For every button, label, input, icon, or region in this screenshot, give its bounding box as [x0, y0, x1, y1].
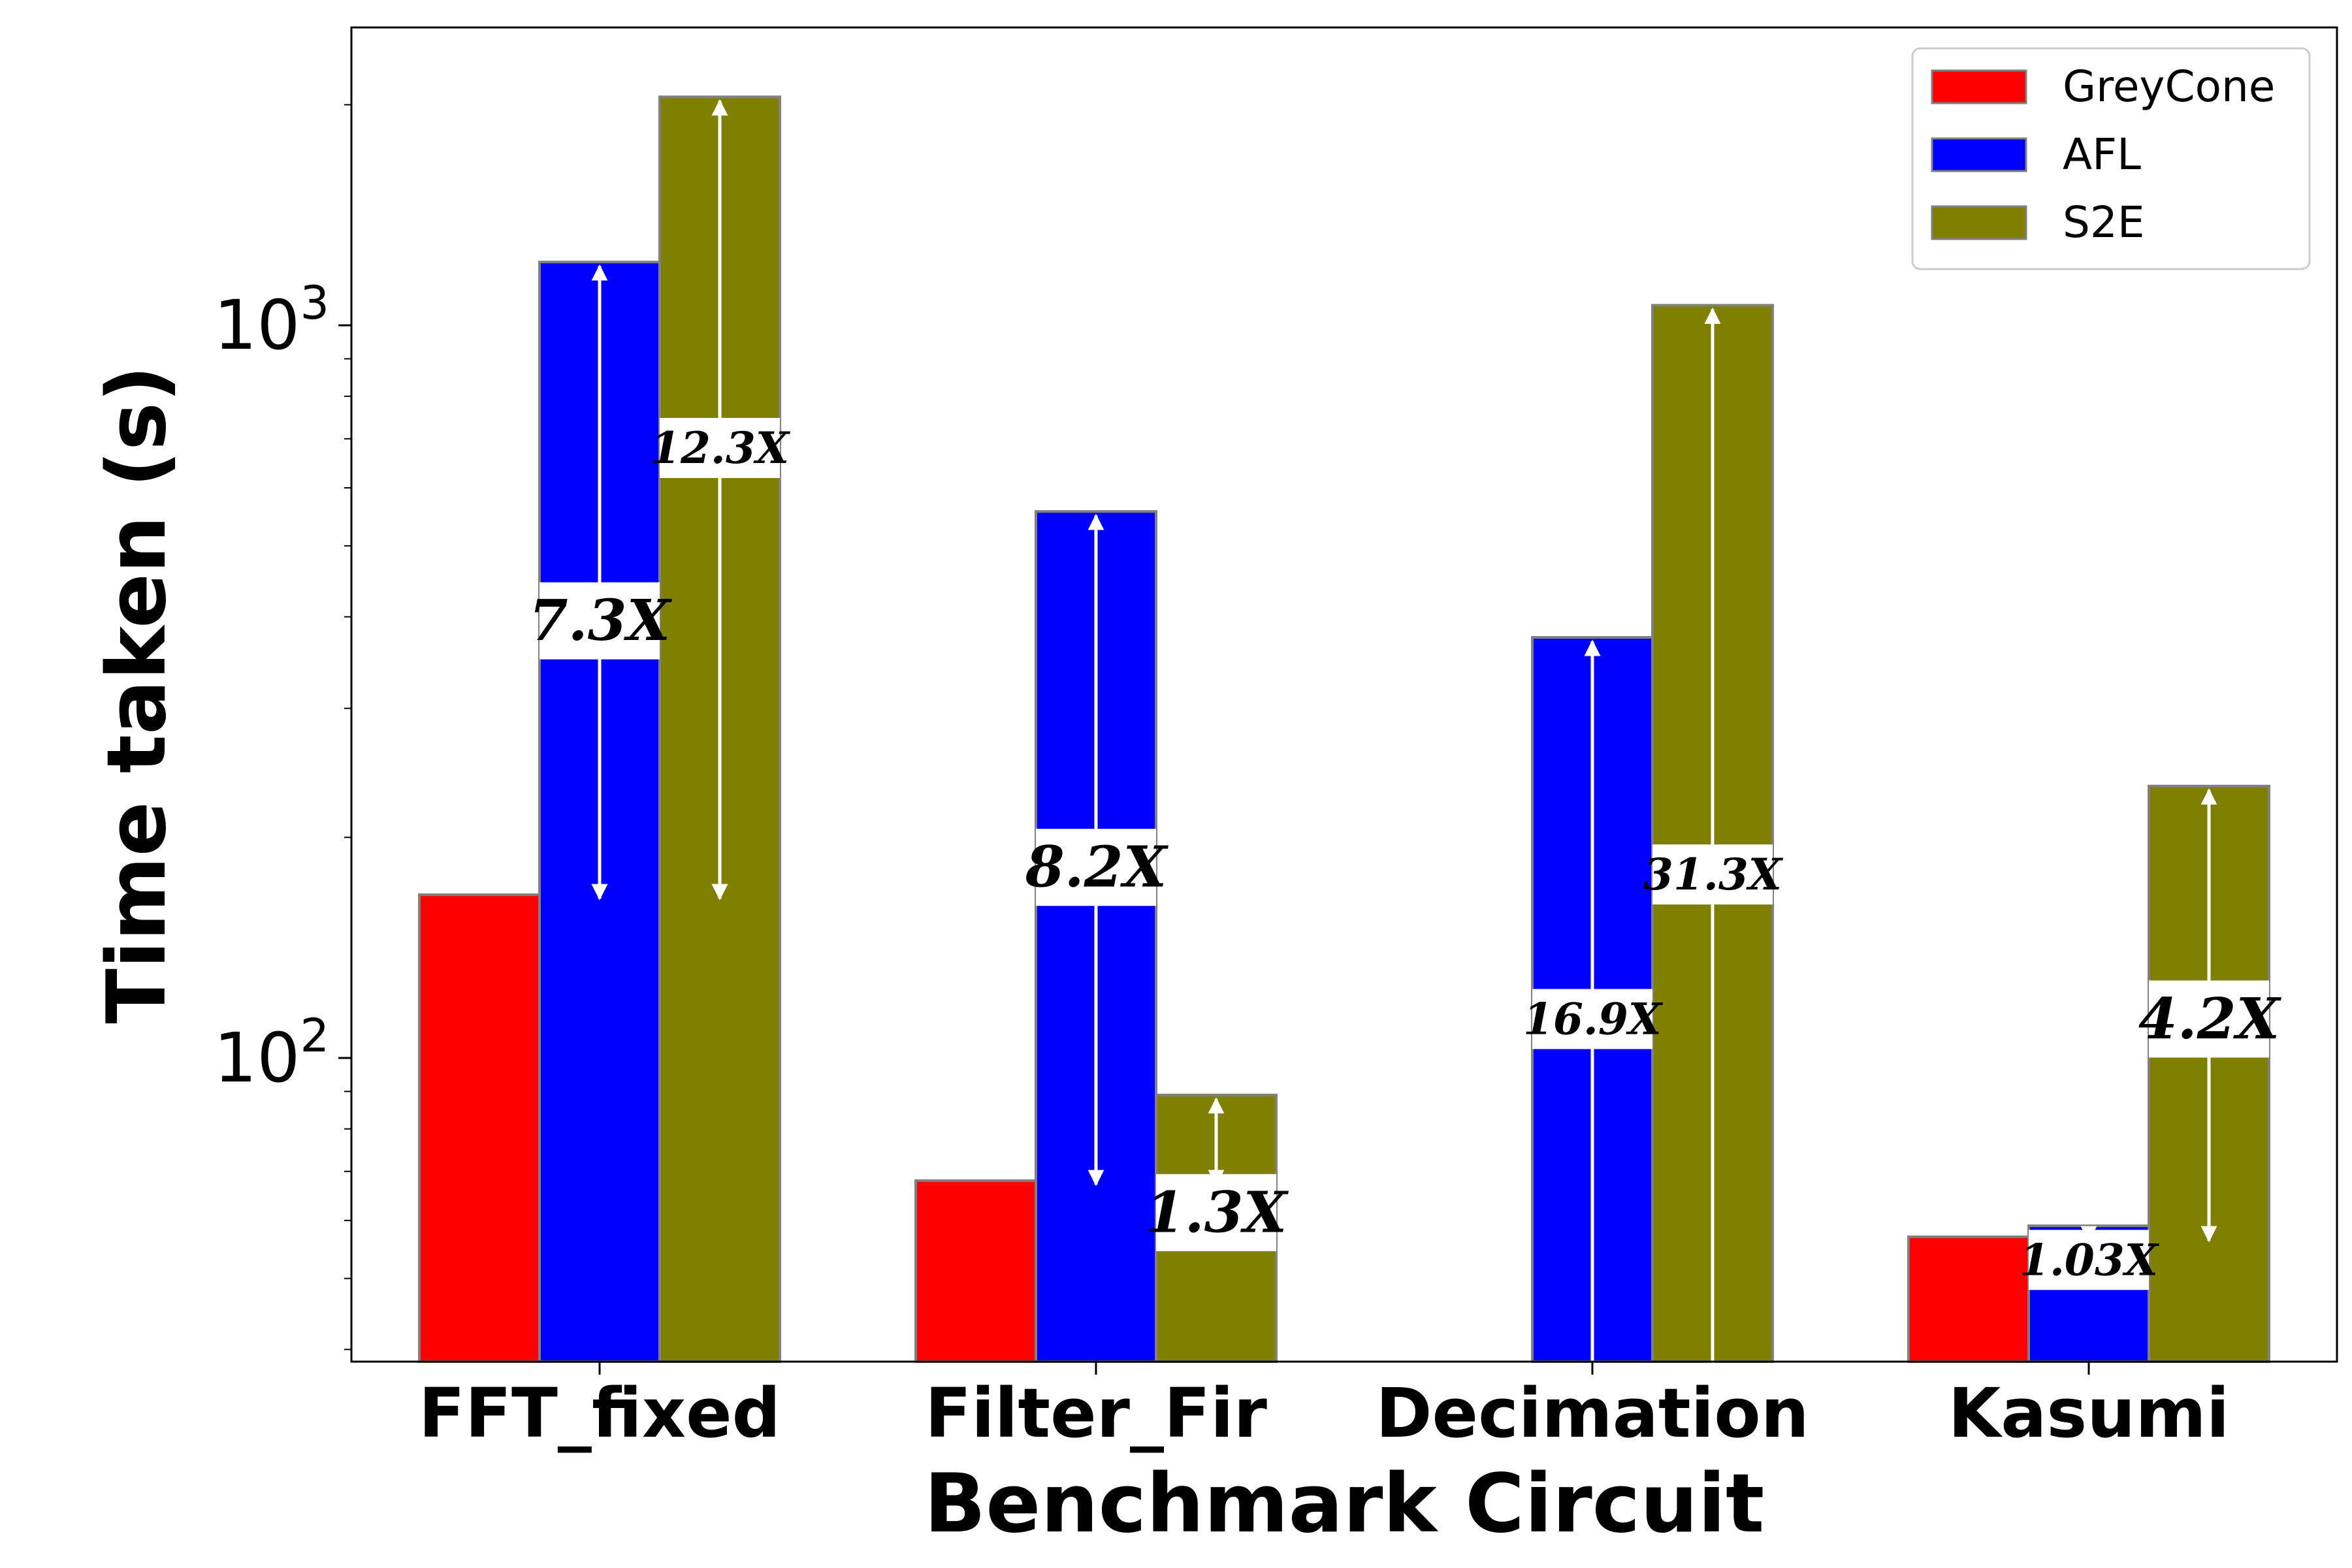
speedup-label: 16.9X	[1523, 993, 1664, 1044]
y-axis-title: Time taken (s)	[90, 365, 184, 1023]
x-axis-title: Benchmark Circuit	[924, 1457, 1765, 1551]
y-axis: 102 103	[214, 104, 351, 1351]
x-tick-label: Decimation	[1376, 1373, 1809, 1453]
x-tick-label: FFT_fixed	[419, 1373, 781, 1453]
speedup-label: 1.3X	[1146, 1179, 1289, 1245]
ratio-label-box	[1652, 844, 1773, 905]
ratio-label-box	[2029, 1230, 2149, 1290]
ratio-label-box	[660, 417, 780, 478]
x-tick-label: Filter_Fir	[925, 1373, 1267, 1453]
ratio-label-box	[1036, 829, 1156, 906]
y-tick-label: 103	[214, 276, 329, 365]
legend-label: S2E	[2063, 197, 2145, 248]
legend-swatch-s2e	[1931, 205, 2027, 240]
ratio-label-box	[540, 582, 660, 660]
plot-frame	[350, 26, 2338, 1363]
ratio-label-box	[2149, 980, 2269, 1058]
x-tick-label: Kasumi	[1948, 1373, 2230, 1453]
speedup-label: 7.3X	[529, 588, 673, 654]
legend-label: GreyCone	[2063, 61, 2275, 112]
legend: GreyCone AFL S2E	[1911, 47, 2311, 270]
bar-greycone-fft_fixed	[418, 893, 541, 1363]
ratio-label-box	[1532, 989, 1652, 1049]
legend-swatch-afl	[1931, 137, 2027, 172]
legend-label: AFL	[2063, 129, 2141, 180]
arrows-layer	[591, 99, 2217, 1407]
bars-layer	[418, 95, 2270, 1364]
speedup-label: 31.3X	[1643, 849, 1784, 900]
ratio-label-box	[1156, 1174, 1276, 1251]
x-axis: FFT_fixed Filter_Fir Decimation Kasumi	[419, 1362, 2229, 1453]
bar-greycone-kasumi	[1907, 1235, 2030, 1363]
bar-greycone-filter_fir	[914, 1179, 1037, 1364]
y-tick-label: 102	[214, 1009, 329, 1098]
speedup-label: 8.2X	[1025, 835, 1169, 901]
legend-swatch-greycone	[1931, 69, 2027, 104]
annotations-layer: 7.3X 12.3X 8.2X 1.3X 16.9X 31.3X 1.03X 4.2X	[529, 417, 2282, 1290]
speedup-label: 4.2X	[2138, 986, 2282, 1052]
speedup-label: 12.3X	[651, 423, 791, 473]
speedup-label: 1.03X	[2020, 1234, 2160, 1285]
